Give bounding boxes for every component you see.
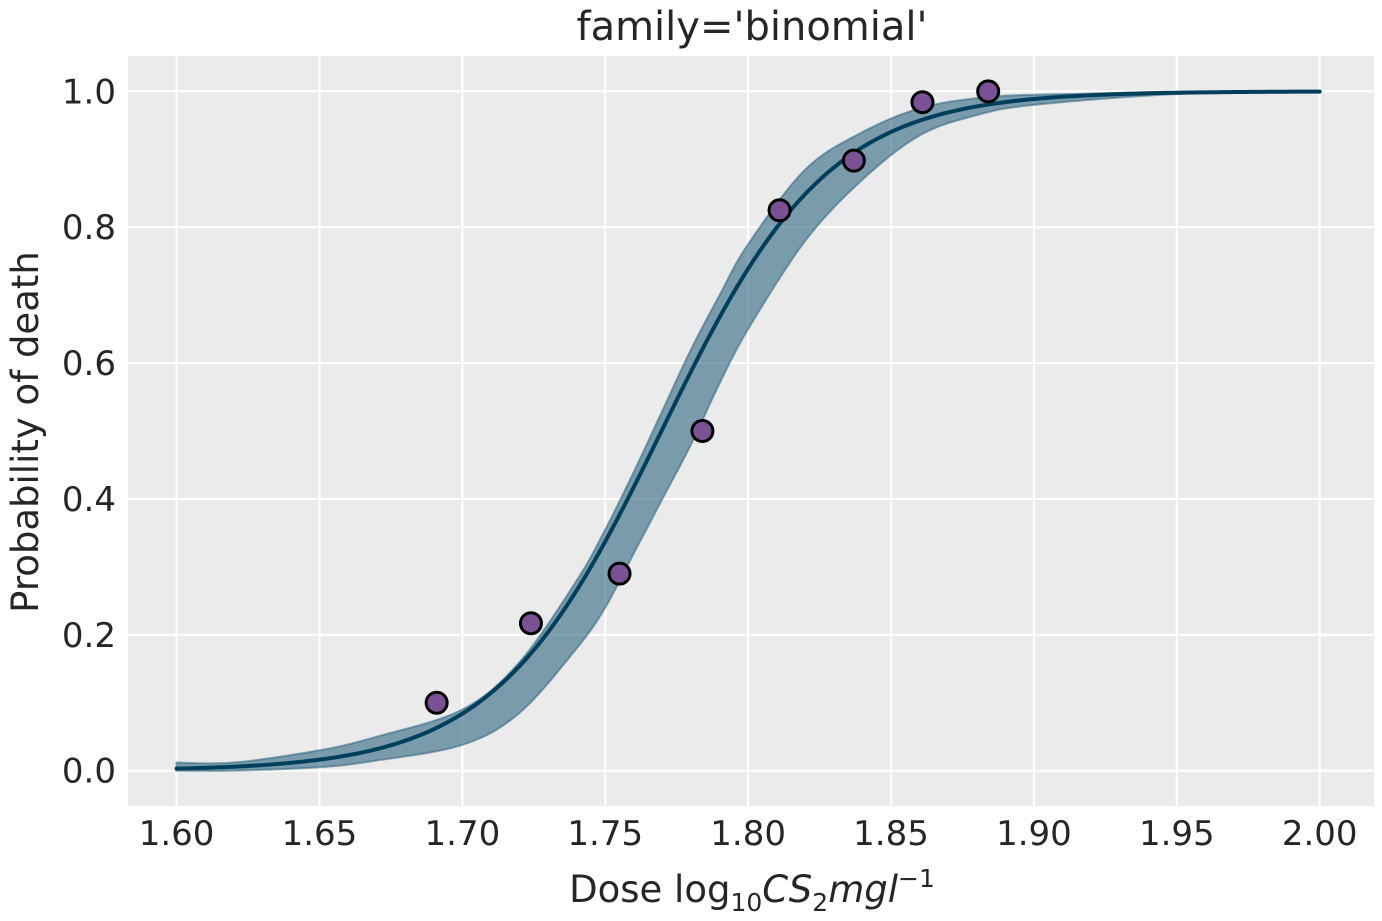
x-tick-label: 1.75 [567, 814, 643, 854]
chart-title: family='binomial' [577, 4, 928, 50]
data-point [841, 148, 866, 173]
observed-points [424, 79, 1001, 715]
data-point [690, 419, 715, 443]
y-axis-label: Probability of death [4, 251, 47, 613]
data-point [607, 561, 632, 586]
data-point [518, 611, 543, 636]
fitted-line [174, 89, 1322, 771]
x-axis-label-sup: −1 [898, 864, 935, 893]
x-axis-label-mgl: mgl [828, 868, 899, 911]
x-tick-label: 1.85 [853, 814, 929, 854]
y-tick-label: 0.0 [62, 752, 116, 792]
plot-area [128, 56, 1374, 806]
x-tick-label: 1.95 [1139, 814, 1215, 854]
y-tick-labels: 0.0 0.2 0.4 0.6 0.8 1.0 [62, 72, 116, 791]
x-tick-label: 2.00 [1282, 814, 1358, 854]
data-point [424, 690, 449, 715]
y-tick-label: 0.6 [62, 344, 116, 384]
x-axis-label: Dose log10CS2mgl−1 [569, 864, 935, 917]
x-tick-label: 1.65 [282, 814, 358, 854]
data-point [976, 79, 1001, 104]
data-point [910, 90, 935, 115]
y-tick-label: 1.0 [62, 72, 116, 112]
x-axis-label-sub2: 2 [812, 888, 828, 917]
fitted-line-path [174, 89, 1322, 771]
data-point [767, 198, 792, 223]
x-axis-label-prefix: Dose log [569, 868, 730, 911]
y-tick-label: 0.4 [62, 480, 116, 520]
x-axis-label-cs: CS [762, 868, 812, 911]
x-tick-label: 1.60 [139, 814, 215, 854]
x-tick-labels: 1.60 1.65 1.70 1.75 1.80 1.85 1.90 1.95 2.00 [139, 814, 1358, 854]
y-tick-label: 0.8 [62, 208, 116, 248]
grid [128, 56, 1374, 806]
x-tick-label: 1.80 [710, 814, 786, 854]
x-axis-label-sub1: 10 [730, 888, 762, 917]
y-tick-label: 0.2 [62, 616, 116, 656]
x-tick-label: 1.70 [425, 814, 501, 854]
x-tick-label: 1.90 [996, 814, 1072, 854]
